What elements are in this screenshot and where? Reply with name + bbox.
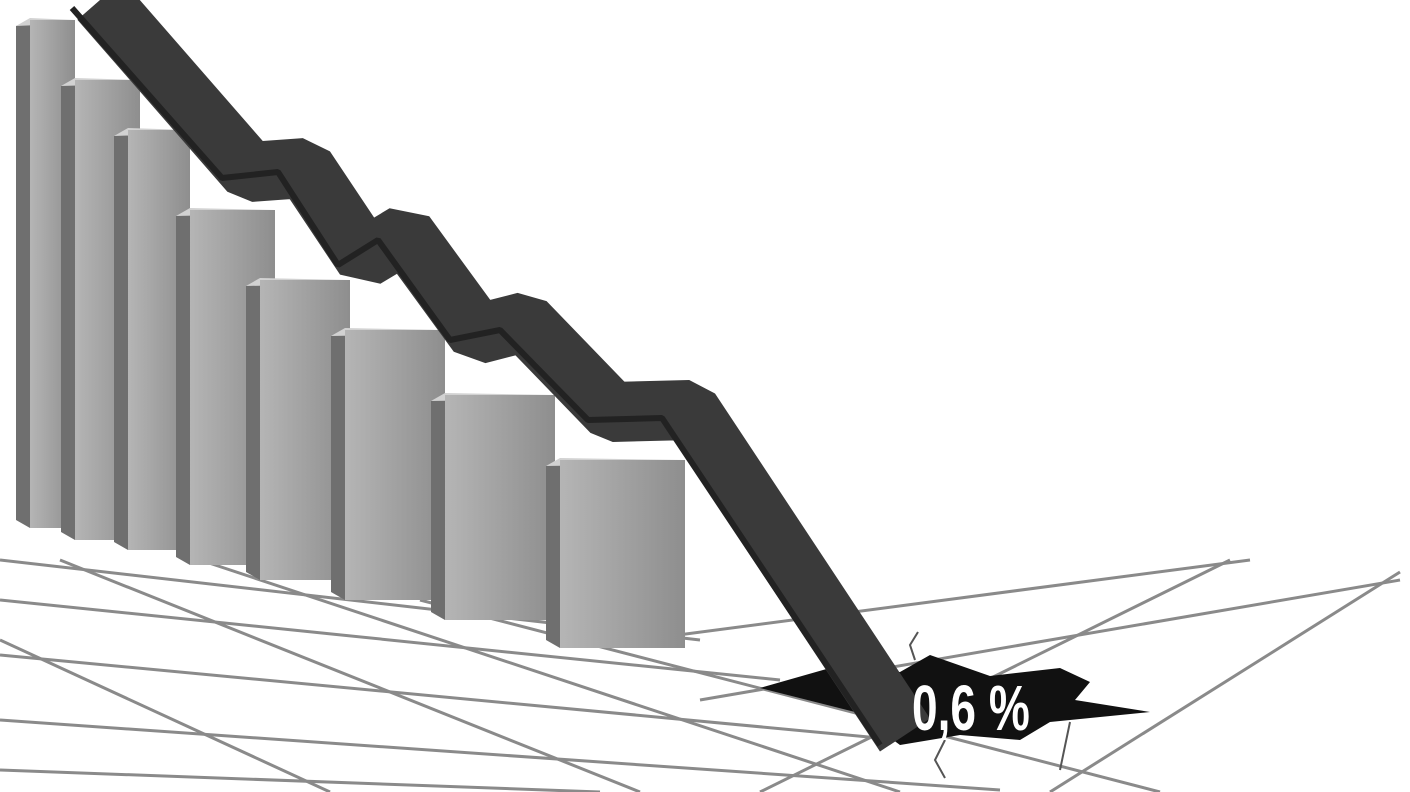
bar-side [431,395,445,620]
bar-side [331,330,345,600]
bar-side [176,210,190,565]
bar-side [16,20,30,528]
bar-side [246,280,260,580]
bar-front [560,460,685,648]
bar-side [61,80,75,540]
arrow-edge [69,6,883,747]
bar-side [546,460,560,648]
bar-front [345,330,445,600]
percent-label: 0,6 % [912,673,1030,744]
bar-side [114,130,128,550]
cracks [908,631,1071,779]
bar-front [445,395,555,620]
bars [16,18,685,648]
